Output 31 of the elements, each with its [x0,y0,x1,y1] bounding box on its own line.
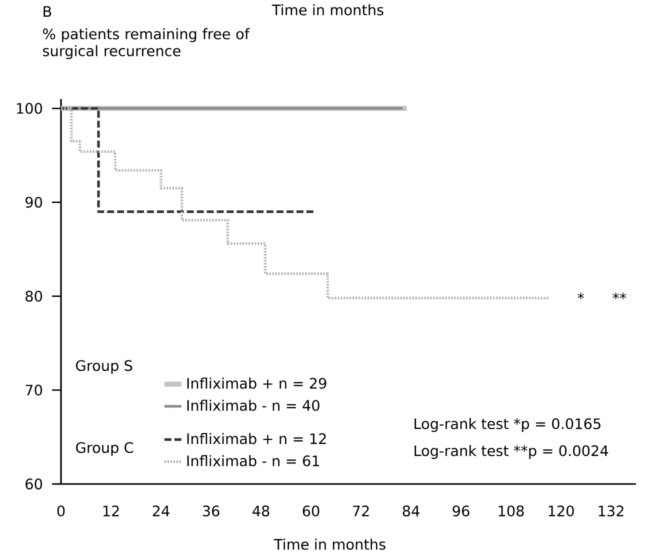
annotation: Group S [76,360,132,374]
x-tick-label: 84 [402,506,420,516]
x-tick-label: 60 [302,506,320,516]
x-tick-label: 24 [152,506,170,516]
x-tick-label: 72 [353,506,369,516]
y-tick-label: 90 [26,196,42,208]
x-tick-label: 48 [252,506,270,516]
x-tick-label: 120 [548,506,574,516]
x-tick-label: 12 [103,506,119,516]
legend-label: Infliximab - n = 61 [187,455,320,466]
x-tick-label: 0 [57,506,65,516]
annotation: Log-rank test *p = 0.0165 [414,418,600,432]
y-tick-label: 80 [26,290,42,302]
annotation: Log-rank test **p = 0.0024 [414,444,608,459]
chart-subtitle: Time in months [272,4,384,16]
x-tick-label: 108 [498,506,524,516]
x-tick-label: 36 [202,506,220,516]
y-tick-label: 60 [26,478,42,490]
annotation: ** [612,292,626,300]
y-tick-label: 100 [17,102,42,114]
legend-label: Infliximab - n = 40 [187,400,320,411]
legend-label: Infliximab + n = 29 [187,378,326,389]
x-axis-title: Time in months [274,538,386,550]
x-tick-label: 96 [452,506,470,516]
annotation: * [578,292,584,300]
y-axis-title: % patients remaining free of surgical recurrence [42,28,250,60]
x-tick-label: 132 [598,506,624,516]
chart-title: B [44,6,52,17]
y-tick-label: 70 [26,384,42,396]
annotation: Group C [76,442,134,456]
legend-label: Infliximab + n = 12 [187,432,326,444]
